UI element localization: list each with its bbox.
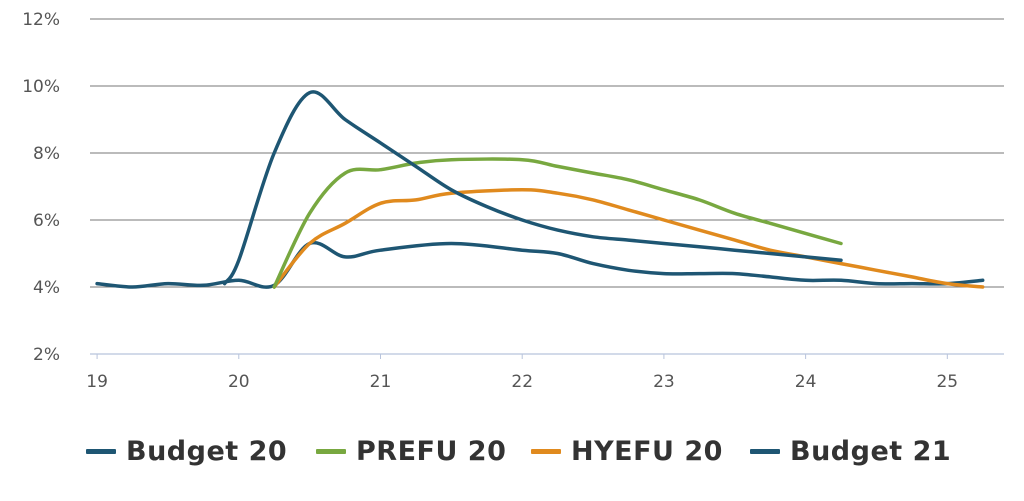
y-tick-label: 6%: [33, 211, 60, 231]
series-line-hyefu-20: [272, 188, 985, 289]
legend-swatch-hyefu-20: [531, 449, 561, 454]
x-tick-label: 25: [936, 372, 958, 392]
y-tick-label: 8%: [33, 144, 60, 164]
y-tick-label: 10%: [22, 77, 60, 97]
x-tick-label: 24: [795, 372, 817, 392]
y-axis-ticks: 2% 4% 6% 8% 10% 12%: [22, 10, 60, 365]
legend-item-budget-21: Budget 21: [750, 436, 951, 467]
legend-item-budget-20: Budget 20: [86, 436, 287, 467]
y-tick-label: 2%: [33, 345, 60, 365]
series-lines: [95, 90, 985, 289]
legend-label-prefu-20: PREFU 20: [356, 436, 507, 467]
y-tick-label: 4%: [33, 278, 60, 298]
legend-item-hyefu-20: HYEFU 20: [531, 436, 723, 467]
x-tick-label: 21: [370, 372, 392, 392]
legend: Budget 20 PREFU 20 HYEFU 20 Budget 21: [0, 432, 1024, 476]
legend-swatch-budget-20: [86, 449, 116, 454]
legend-label-hyefu-20: HYEFU 20: [571, 436, 723, 467]
x-tick-label: 23: [653, 372, 675, 392]
legend-swatch-prefu-20: [316, 449, 346, 454]
line-chart: 2% 4% 6% 8% 10% 12% 19 20 21 22 23 24 25: [22, 10, 1004, 392]
x-axis-ticks: 19 20 21 22 23 24 25: [86, 354, 958, 392]
series-line-prefu-20: [272, 157, 843, 289]
legend-label-budget-21: Budget 21: [790, 436, 952, 467]
legend-item-prefu-20: PREFU 20: [316, 436, 506, 467]
legend-swatch-budget-21: [750, 449, 780, 454]
series-line-budget-21: [222, 90, 843, 286]
x-tick-label: 22: [511, 372, 533, 392]
gridlines: [90, 18, 1004, 355]
y-tick-label: 12%: [22, 10, 60, 30]
x-tick-label: 20: [228, 372, 250, 392]
legend-label-budget-20: Budget 20: [126, 436, 288, 467]
series-line-budget-20: [95, 240, 985, 289]
x-tick-label: 19: [86, 372, 108, 392]
